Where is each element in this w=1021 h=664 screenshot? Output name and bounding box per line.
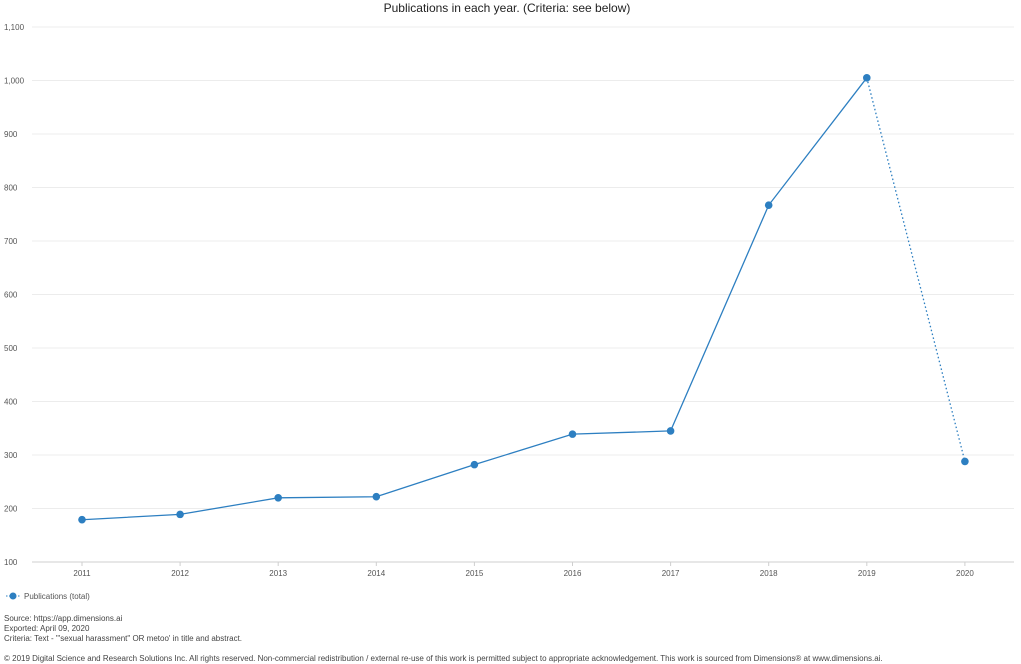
y-tick-label: 200	[4, 505, 18, 514]
gridlines	[32, 26, 1014, 563]
x-tick-label: 2013	[269, 569, 287, 578]
x-tick-label: 2012	[171, 569, 189, 578]
y-tick-label: 400	[4, 398, 18, 407]
criteria-text: Criteria: Text - '"sexual harassment" OR…	[4, 634, 243, 643]
source-text: Source: https://app.dimensions.ai	[4, 614, 123, 623]
x-tick-label: 2011	[73, 569, 91, 578]
x-tick-label: 2018	[760, 569, 778, 578]
y-tick-label: 600	[4, 291, 18, 300]
exported-text: Exported: April 09, 2020	[4, 624, 90, 633]
legend-marker	[9, 592, 17, 600]
series-lines	[81, 77, 966, 521]
y-axis-ticks: 100 200 300 400 500 600 700 800 900 1,000 1,100	[4, 23, 25, 567]
data-point[interactable]	[863, 74, 871, 82]
x-tick-label: 2016	[564, 569, 582, 578]
line-chart: Publications in each year. (Criteria: se…	[4, 1, 1014, 601]
series-points	[78, 74, 969, 524]
series-line	[81, 77, 868, 521]
x-tick-label: 2015	[466, 569, 484, 578]
x-tick-label: 2019	[858, 569, 876, 578]
data-point[interactable]	[274, 494, 283, 502]
x-tick-label: 2014	[367, 569, 385, 578]
data-point[interactable]	[176, 510, 184, 519]
data-point[interactable]	[961, 457, 969, 466]
chart-title: Publications in each year. (Criteria: se…	[384, 1, 631, 15]
y-tick-label: 700	[4, 237, 18, 246]
x-tick-label: 2017	[662, 569, 680, 578]
data-point[interactable]	[568, 430, 577, 438]
data-point[interactable]	[470, 460, 479, 469]
y-tick-label: 100	[4, 558, 18, 567]
data-point[interactable]	[764, 201, 773, 209]
x-tick-label: 2020	[956, 569, 974, 578]
y-tick-label: 500	[4, 344, 18, 353]
y-tick-label: 300	[4, 451, 18, 460]
data-point[interactable]	[666, 427, 675, 435]
y-tick-label: 1,000	[4, 77, 25, 86]
y-tick-label: 1,100	[4, 23, 25, 32]
data-point[interactable]	[78, 515, 86, 524]
x-axis-ticks: 2011 2012 2013 2014 2015 2016 2017 2018 2019 2020	[73, 562, 974, 578]
y-tick-label: 900	[4, 130, 18, 139]
copyright-text: © 2019 Digital Science and Research Solu…	[4, 654, 883, 663]
legend[interactable]: Publications (total)	[6, 592, 90, 601]
legend-label: Publications (total)	[24, 592, 90, 601]
series-line-projection	[866, 77, 966, 462]
y-tick-label: 800	[4, 184, 18, 193]
data-point[interactable]	[372, 492, 381, 501]
